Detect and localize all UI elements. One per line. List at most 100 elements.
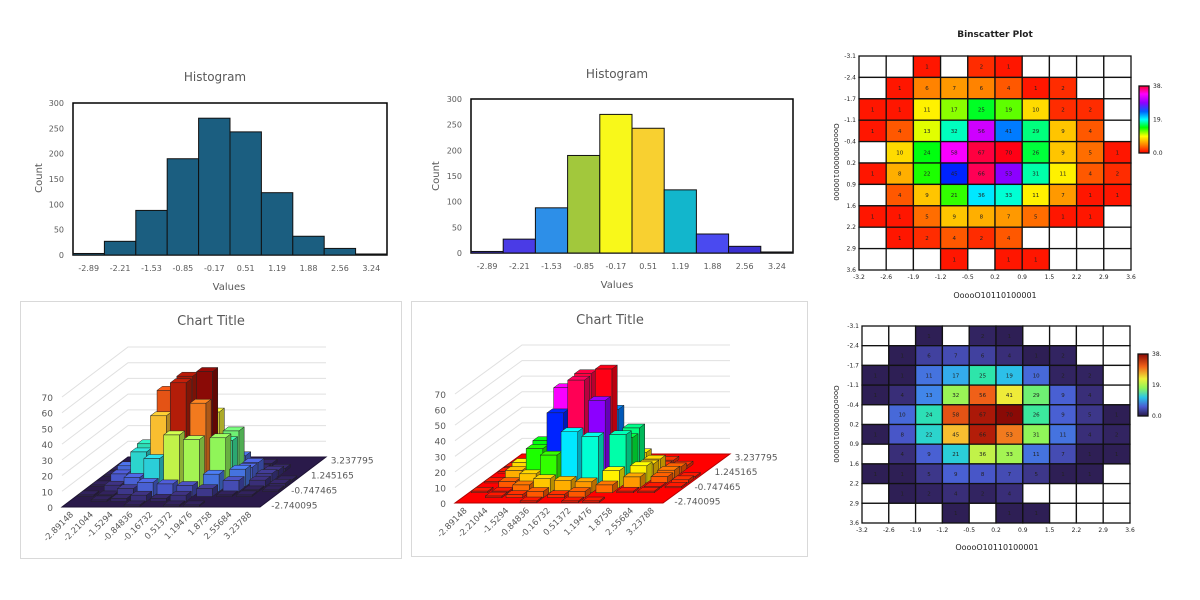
x-tick-label: 2.56: [736, 262, 754, 271]
heatmap-cell-label: 7: [1061, 452, 1065, 458]
heatmap-cell-label: 5: [925, 215, 929, 221]
heatmap-cell-label: 1: [874, 393, 878, 399]
bar-front-face: [505, 494, 523, 498]
heatmap-cell-label: 1: [1034, 354, 1038, 360]
y-tick-label: -3.1: [844, 53, 856, 60]
x-tick-label: 3.24: [768, 262, 786, 271]
heatmap-cell-label: 29: [1032, 129, 1039, 135]
heatmap-cell-label: 4: [1007, 236, 1011, 242]
x-tick-label: 3.6: [1125, 527, 1135, 534]
bar-front-face: [470, 490, 489, 493]
bar-front-face: [110, 498, 127, 502]
heatmap-cell-label: 2: [981, 491, 985, 497]
histogram-bar: [534, 207, 569, 254]
histogram-bar: [198, 117, 231, 256]
y-tick-label: -1.1: [847, 382, 859, 389]
heatmap-cell-label: 26: [1033, 413, 1040, 419]
gridline: [454, 406, 730, 457]
gridline: [61, 362, 326, 414]
y-tick-label: 0.9: [846, 181, 856, 188]
colorbar-label: 19.: [1153, 117, 1163, 124]
heatmap-cell: [888, 502, 917, 524]
heatmap-cell-label: 9: [1061, 150, 1065, 156]
x-tick-label: -1.9: [910, 527, 922, 534]
heatmap-cell-label: 1: [900, 373, 904, 379]
bar-front-face: [664, 486, 682, 489]
x-tick-label: 0.9: [1018, 527, 1028, 534]
heatmap-cell: [968, 502, 997, 524]
heatmap-cell: [858, 247, 887, 271]
x-tick-label: -3.2: [853, 274, 865, 281]
heatmap-cell: [1102, 463, 1131, 485]
heatmap-2-xlabel: OoooO10110100001: [955, 543, 1038, 552]
heatmap-cell-label: 8: [981, 472, 985, 478]
histogram-bar: [260, 192, 294, 256]
heatmap-cell-label: 45: [951, 172, 958, 178]
heatmap-cell: [1021, 55, 1051, 79]
heatmap-cell: [1048, 482, 1078, 504]
z-tick-label: 30: [42, 457, 54, 467]
colorbar: [1138, 85, 1150, 154]
heatmap-cell-label: 1: [1008, 334, 1012, 340]
heatmap-cell-label: 2: [981, 334, 985, 340]
y-tick-label: 100: [49, 200, 64, 209]
x-tick-label: 1.19: [671, 262, 689, 271]
heatmap-cell: [1022, 482, 1051, 504]
heatmap-cell-label: 1: [1034, 511, 1038, 517]
bar-front-face: [150, 498, 167, 502]
heatmap-cell: [1021, 226, 1051, 250]
heatmap-cell: [1075, 482, 1104, 504]
y-tick-label: 3.6: [846, 267, 856, 274]
z-tick-label: 70: [42, 394, 54, 404]
heatmap-cell: [1103, 98, 1132, 121]
y-tick-label: 250: [49, 124, 64, 133]
y-tick-label: -2.4: [844, 74, 856, 81]
heatmap-cell-label: 25: [978, 108, 985, 114]
z-tick-label: 60: [435, 407, 447, 417]
x-tick-label: -1.2: [935, 274, 947, 281]
x-tick-label: -2.89: [477, 262, 498, 271]
heatmap-cell-label: 24: [924, 150, 931, 156]
y-tick-label: 3.6: [849, 520, 859, 527]
heatmap-cell-label: 21: [951, 193, 958, 199]
heatmap-cell-label: 9: [925, 193, 929, 199]
heatmap-cell-label: 7: [1007, 215, 1011, 221]
heatmap-cell: [1048, 226, 1078, 250]
heatmap-cell-label: 4: [1088, 129, 1092, 135]
heatmap-cell-label: 1: [954, 511, 958, 517]
heatmap-cell: [858, 55, 887, 79]
heatmap-cell-label: 1: [898, 86, 902, 92]
heatmap-cell: [1075, 76, 1105, 100]
heatmap-cell-label: 32: [952, 393, 959, 399]
heatmap-cell-label: 66: [978, 172, 985, 178]
bar-front-face: [163, 504, 180, 507]
z-tick-label: 50: [435, 422, 447, 432]
heatmap-cell-label: 31: [1033, 432, 1040, 438]
heatmap-cell: [888, 325, 917, 347]
histogram-bar: [72, 252, 105, 256]
heatmap-cell: [939, 55, 969, 79]
colorbar: [1137, 353, 1149, 417]
heatmap-cell-label: 66: [979, 432, 986, 438]
heatmap-cell-label: 67: [979, 413, 986, 419]
histogram-bar: [166, 158, 200, 256]
bar-front-face: [262, 489, 279, 492]
x-tick-label: 2.2: [1072, 527, 1082, 534]
heatmap-cell-label: 9: [1061, 393, 1065, 399]
x-tick-label: -2.6: [883, 527, 895, 534]
gridline: [454, 344, 730, 395]
bar-front-face: [183, 504, 200, 507]
bar-front-face: [77, 494, 94, 497]
y-tick-label: 300: [447, 95, 462, 104]
histogram-2-title: Histogram: [586, 67, 648, 81]
x-tick-label: 1.19: [268, 264, 286, 273]
x-tick-label: -0.5: [962, 274, 974, 281]
heatmap-cell-label: 2: [1115, 432, 1119, 438]
heatmap-cell-label: 21: [952, 452, 959, 458]
heatmap-cell: [858, 76, 887, 100]
heatmap-1-title: Binscatter Plot: [957, 30, 1033, 40]
gridline: [61, 393, 326, 445]
z-tick-label: 40: [435, 438, 447, 448]
gridline: [61, 425, 326, 476]
bar-front-face: [595, 484, 613, 493]
